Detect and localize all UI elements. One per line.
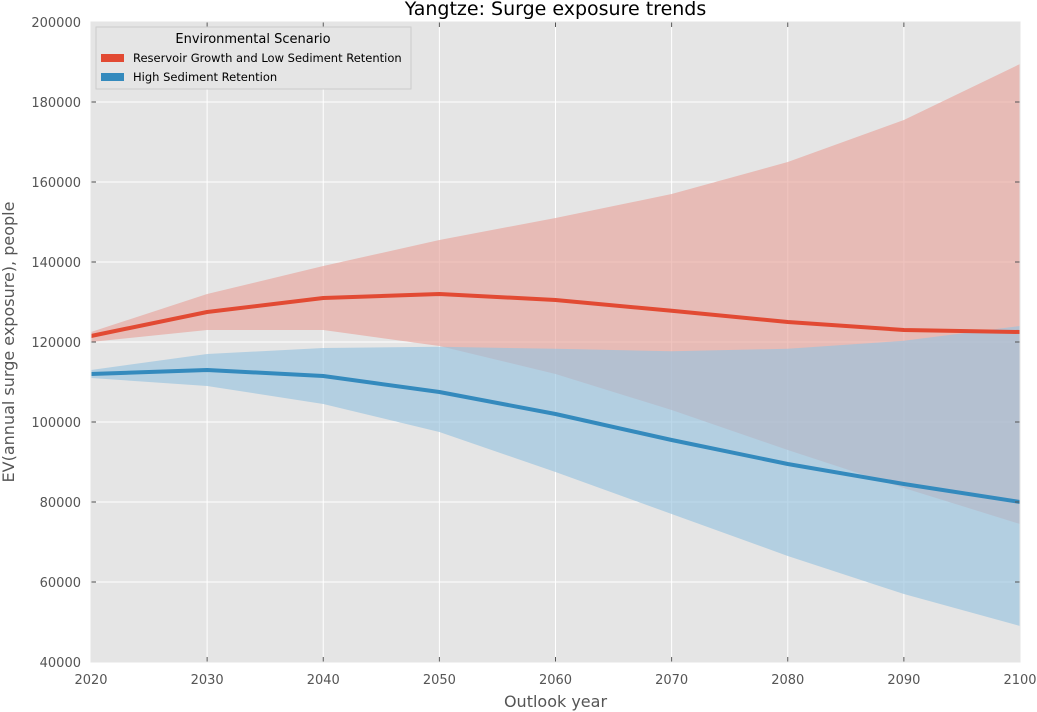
legend-entries: Reservoir Growth and Low Sediment Retent… (101, 51, 402, 84)
x-tick-labels: 2020 2030 2040 2050 2060 2070 2080 2090 2100 (74, 673, 1036, 688)
band-series-2 (91, 326, 1020, 626)
x-tick-label: 2020 (74, 673, 107, 688)
x-tick-label: 2080 (771, 673, 804, 688)
y-tick-labels: 40000 60000 80000 100000 120000 140000 160000 1… (31, 16, 81, 671)
y-tick-label: 100000 (31, 416, 81, 431)
legend: Environmental Scenario Reservoir Growth … (95, 26, 412, 90)
y-tick-label: 140000 (31, 256, 81, 271)
x-tick-label: 2060 (539, 673, 572, 688)
legend-box (95, 26, 412, 90)
series-lines (90, 292, 1021, 504)
line-series-1 (90, 292, 1021, 338)
y-tick-label: 160000 (31, 176, 81, 191)
legend-swatch (101, 54, 124, 62)
x-tick-label: 2100 (1003, 673, 1036, 688)
legend-label: Reservoir Growth and Low Sediment Retent… (133, 51, 402, 65)
line-series-2 (90, 368, 1021, 504)
y-axis-label: EV(annual surge exposure), people (0, 202, 18, 483)
x-tick-label: 2030 (191, 673, 224, 688)
legend-label: High Sediment Retention (133, 70, 277, 84)
x-tick-label: 2070 (655, 673, 688, 688)
y-tick-label: 80000 (40, 496, 81, 511)
x-tick-label: 2090 (887, 673, 920, 688)
legend-title: Environmental Scenario (175, 32, 330, 47)
x-tick-label: 2040 (307, 673, 340, 688)
x-axis-label: Outlook year (504, 692, 608, 711)
y-tick-label: 180000 (31, 96, 81, 111)
legend-swatch (101, 73, 124, 81)
y-tick-label: 40000 (40, 656, 81, 671)
plot-frame (90, 21, 1021, 663)
y-tick-label: 60000 (40, 576, 81, 591)
chart-title: Yangtze: Surge exposure trends (404, 0, 707, 20)
y-tick-label: 120000 (31, 336, 81, 351)
y-tick-label: 200000 (31, 16, 81, 31)
x-tick-label: 2050 (423, 673, 456, 688)
uncertainty-bands (91, 64, 1020, 626)
